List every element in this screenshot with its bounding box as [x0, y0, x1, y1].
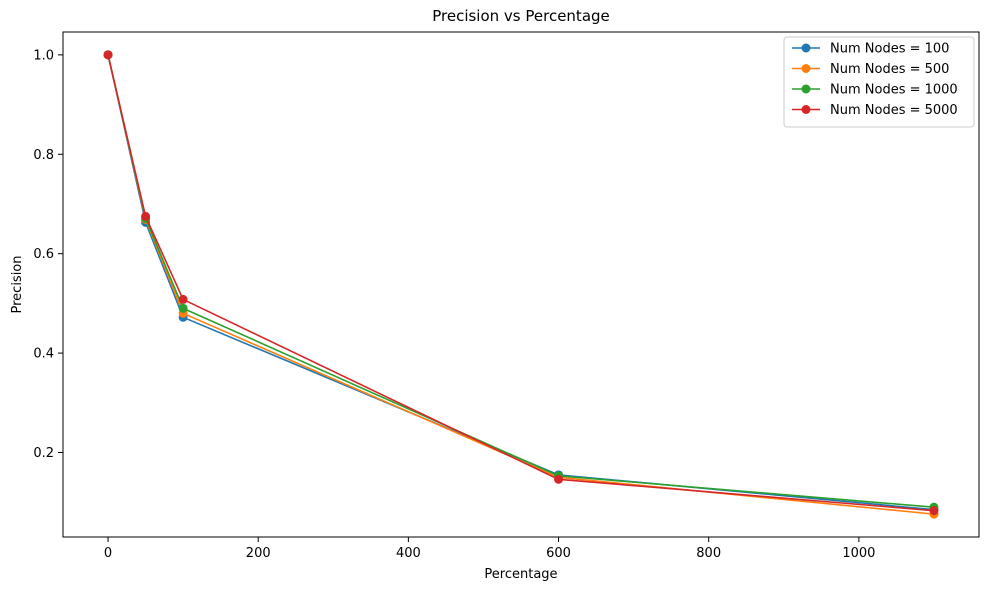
legend-label: Num Nodes = 500: [830, 62, 949, 77]
legend-swatch-marker: [801, 84, 811, 94]
y-tick-label: 0.8: [33, 148, 54, 163]
data-point: [178, 294, 188, 304]
data-point: [178, 303, 188, 313]
chart-title: Precision vs Percentage: [432, 7, 610, 25]
y-tick-label: 0.6: [33, 247, 54, 262]
legend-item: Num Nodes = 1000: [792, 83, 958, 98]
plot-area: [103, 50, 939, 519]
legend-swatch-marker: [801, 64, 811, 73]
legend-swatch-marker: [801, 105, 811, 114]
legend-item: Num Nodes = 500: [792, 62, 949, 77]
data-point: [141, 211, 151, 221]
y-tick-label: 1.0: [33, 48, 54, 63]
legend-label: Num Nodes = 100: [830, 42, 949, 57]
y-tick-label: 0.4: [33, 347, 54, 362]
legend-item: Num Nodes = 5000: [792, 103, 958, 118]
plot-frame: [62, 31, 980, 538]
legend-swatch-marker: [801, 43, 811, 53]
y-axis-title: Precision: [10, 255, 25, 313]
legend-box: [783, 36, 975, 128]
data-point: [929, 506, 939, 516]
y-tick-label: 0.2: [33, 446, 54, 461]
legend-item: Num Nodes = 100: [792, 42, 949, 57]
x-tick-label: 400: [396, 546, 421, 561]
y-axis: 0.2 0.4 0.6 0.8 1.0: [33, 48, 63, 461]
series-3: [103, 50, 939, 516]
x-tick-label: 1000: [842, 546, 875, 561]
legend: Num Nodes = 100 Num Nodes = 500 Num Nodes …: [783, 36, 975, 128]
x-tick-label: 200: [246, 546, 271, 561]
data-point: [554, 474, 564, 484]
x-tick-label: 600: [546, 546, 571, 561]
x-axis-title: Percentage: [484, 567, 557, 582]
legend-label: Num Nodes = 1000: [830, 83, 958, 98]
legend-label: Num Nodes = 5000: [830, 103, 958, 118]
x-tick-label: 0: [104, 546, 112, 561]
x-axis: 0 200 400 600 800 1000: [104, 537, 875, 561]
data-point: [103, 50, 113, 60]
x-tick-label: 800: [696, 546, 721, 561]
